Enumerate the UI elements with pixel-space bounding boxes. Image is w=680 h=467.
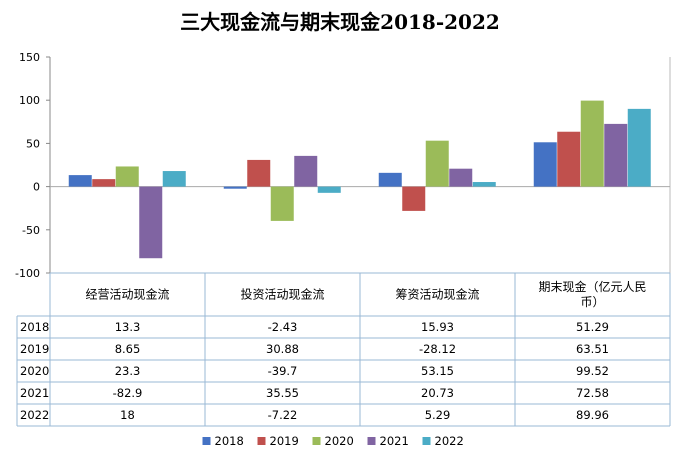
- table-cell-value: 18: [120, 408, 135, 422]
- bar-2021-2: [449, 168, 473, 187]
- bar-2021-0: [139, 186, 163, 259]
- legend-label: 2018: [215, 434, 244, 448]
- bar-2020-1: [270, 186, 294, 221]
- table-cell-value: 5.29: [425, 408, 451, 422]
- table-cell-value: -7.22: [268, 408, 298, 422]
- chart-title: 三大现金流与期末现金2018-2022: [180, 10, 500, 34]
- legend-label: 2019: [270, 434, 299, 448]
- table-row-label: 2020: [20, 364, 49, 378]
- legend-swatch-2020: [312, 437, 321, 445]
- bar-2019-2: [402, 186, 426, 211]
- legend-swatch-2022: [422, 437, 431, 445]
- bar-2022-2: [472, 182, 496, 187]
- y-tick-label: 50: [26, 137, 40, 150]
- table-cell-value: 8.65: [115, 342, 141, 356]
- table-row-label: 2022: [20, 408, 49, 422]
- table-header-label: 期末现金（亿元人民: [538, 279, 646, 294]
- bar-2018-2: [378, 172, 402, 187]
- table-cell-value: -39.7: [268, 364, 298, 378]
- table-cell-value: 20.73: [421, 386, 454, 400]
- bar-2018-1: [223, 186, 247, 189]
- table-cell-value: 35.55: [266, 386, 299, 400]
- table-cell-value: -28.12: [419, 342, 456, 356]
- table-cell-value: 15.93: [421, 320, 454, 334]
- legend-swatch-2019: [257, 437, 266, 445]
- y-tick-label: -50: [22, 224, 40, 237]
- y-tick-label: 100: [19, 94, 40, 107]
- bar-2018-3: [533, 142, 557, 187]
- table-cell-value: 23.3: [115, 364, 141, 378]
- table-cell-value: 13.3: [115, 320, 141, 334]
- bar-2021-1: [294, 155, 318, 187]
- table-cell-value: 30.88: [266, 342, 299, 356]
- bar-2022-1: [317, 186, 341, 193]
- legend-swatch-2018: [202, 437, 211, 445]
- table-row-label: 2018: [20, 320, 49, 334]
- legend-swatch-2021: [367, 437, 376, 445]
- table-cell-value: -82.9: [113, 386, 143, 400]
- bar-2021-3: [604, 123, 628, 187]
- table-cell-value: -2.43: [268, 320, 298, 334]
- bar-2022-0: [162, 171, 186, 187]
- bar-2020-3: [580, 100, 604, 187]
- table-header-label: 币）: [580, 295, 604, 309]
- table-cell-value: 63.51: [576, 342, 609, 356]
- table-cell-value: 53.15: [421, 364, 454, 378]
- y-tick-label: 0: [33, 181, 40, 194]
- bar-2022-3: [627, 108, 651, 187]
- bar-2019-1: [247, 159, 271, 187]
- table-cell-value: 72.58: [576, 386, 609, 400]
- table-cell-value: 89.96: [576, 408, 609, 422]
- table-row-label: 2021: [20, 386, 49, 400]
- legend-label: 2020: [325, 434, 354, 448]
- table-header-label: 筹资活动现金流: [395, 287, 479, 302]
- table-header-label: 投资活动现金流: [240, 287, 324, 302]
- table-cell-value: 99.52: [576, 364, 609, 378]
- legend-label: 2022: [435, 434, 464, 448]
- bar-2018-0: [68, 175, 92, 187]
- y-tick-label: 150: [19, 51, 40, 64]
- legend-label: 2021: [380, 434, 409, 448]
- bar-2019-0: [92, 179, 116, 187]
- table-row-label: 2019: [20, 342, 49, 356]
- bar-2019-3: [557, 131, 581, 187]
- bar-2020-2: [425, 140, 449, 187]
- bar-2020-0: [115, 166, 139, 187]
- y-tick-label: -100: [15, 267, 40, 280]
- table-header-label: 经营活动现金流: [85, 287, 169, 302]
- table-cell-value: 51.29: [576, 320, 609, 334]
